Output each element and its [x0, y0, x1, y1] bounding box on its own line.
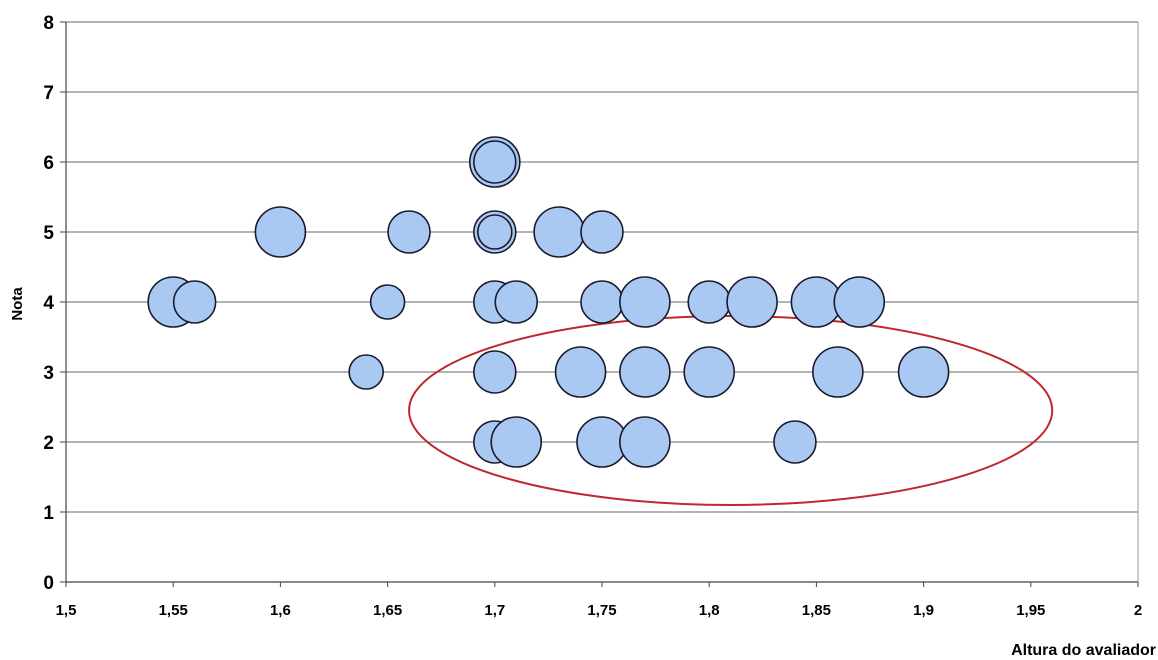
- data-point: [369, 284, 406, 320]
- data-point: [533, 206, 585, 258]
- x-tick-label: 1,8: [699, 602, 720, 619]
- data-point: [773, 420, 817, 464]
- highlight-layer: [408, 315, 1054, 506]
- data-point: [490, 416, 543, 468]
- y-tick-label: 8: [43, 13, 54, 34]
- x-tick-label: 1,75: [587, 602, 616, 619]
- y-tick-label: 2: [43, 433, 54, 454]
- x-tick-label: 1,85: [802, 602, 831, 619]
- y-tick-label: 6: [43, 153, 54, 174]
- y-tick-label: 5: [43, 223, 54, 244]
- y-tick-label: 0: [43, 573, 54, 594]
- y-tick-label: 7: [43, 83, 54, 104]
- y-tick-labels: 0 1 2 3 4 5 6 7 8: [43, 13, 54, 594]
- data-point: [476, 214, 513, 250]
- x-tick-label: 1,7: [484, 602, 505, 619]
- data-point: [619, 276, 671, 328]
- x-tick-labels: 1,5 1,55 1,6 1,65 1,7 1,75 1,8 1,85 1,9 1,95 2: [56, 602, 1143, 619]
- x-axis-label: Altura do avaliador: [1011, 642, 1156, 659]
- x-tick-label: 1,9: [913, 602, 934, 619]
- data-point: [619, 346, 671, 398]
- data-point: [687, 280, 732, 324]
- x-tick-label: 1,5: [56, 602, 77, 619]
- data-points: [147, 136, 950, 468]
- axes: [60, 21, 1139, 587]
- data-point: [472, 140, 517, 184]
- data-point: [472, 350, 517, 394]
- data-point: [833, 276, 886, 328]
- data-point: [494, 280, 539, 324]
- data-point: [683, 346, 736, 398]
- x-tick-label: 1,95: [1016, 602, 1045, 619]
- x-tick-label: 1,65: [373, 602, 402, 619]
- x-tick-label: 1,6: [270, 602, 291, 619]
- y-tick-label: 3: [43, 363, 54, 384]
- y-axis-label: Nota: [9, 287, 26, 321]
- data-point: [172, 280, 217, 324]
- data-point: [254, 206, 307, 258]
- x-tick-label: 1,55: [159, 602, 188, 619]
- data-point: [812, 346, 864, 398]
- data-point: [580, 210, 624, 254]
- data-point: [897, 346, 950, 398]
- data-point: [580, 280, 624, 324]
- data-point: [387, 210, 431, 254]
- data-point: [726, 276, 778, 328]
- data-point: [348, 354, 384, 390]
- highlight-ellipse: [408, 315, 1054, 506]
- y-tick-label: 1: [43, 503, 54, 524]
- data-point: [619, 416, 671, 468]
- data-point: [554, 346, 607, 398]
- x-tick-label: 2: [1134, 602, 1142, 619]
- y-tick-label: 4: [43, 293, 54, 314]
